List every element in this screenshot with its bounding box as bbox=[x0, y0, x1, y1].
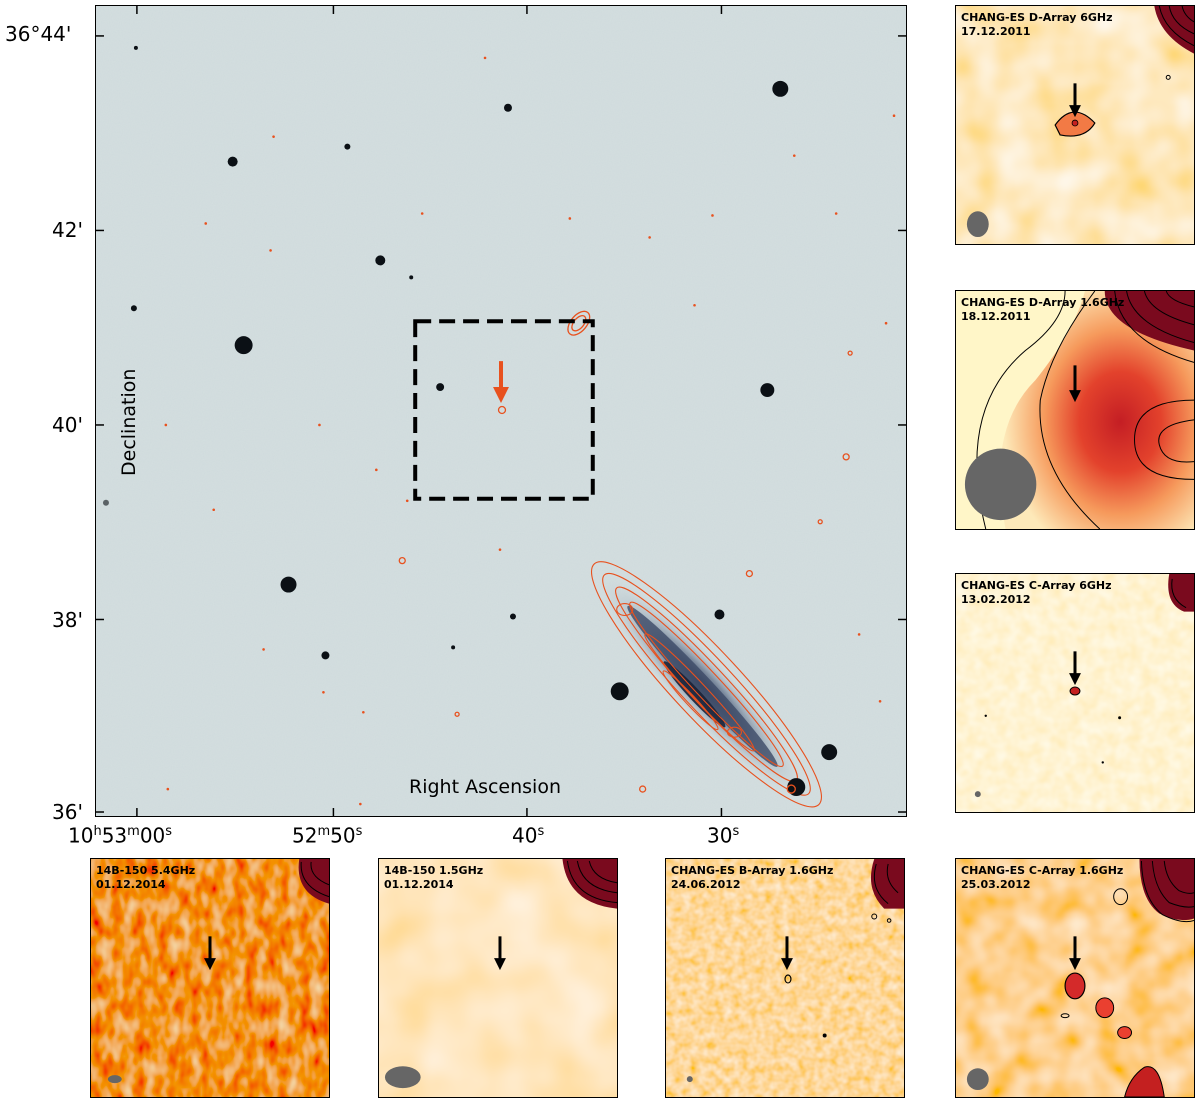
stars bbox=[102, 45, 838, 797]
panel-date: 01.12.2014 bbox=[384, 878, 454, 891]
noise-speckles bbox=[164, 56, 896, 806]
ra-tick-40s: 40s bbox=[512, 823, 545, 848]
y-axis-title: Declination bbox=[118, 368, 140, 476]
sky-noise bbox=[96, 6, 906, 816]
zoom-box bbox=[413, 319, 595, 501]
panel-14b-150-1-5ghz: 14B-150 1.5GHz 01.12.2014 bbox=[378, 858, 618, 1098]
galaxy-radio-contours bbox=[590, 561, 823, 808]
dec-tick-40: 40' bbox=[52, 413, 83, 437]
dec-tick-38: 38' bbox=[52, 608, 83, 632]
axis-ticks bbox=[96, 6, 906, 816]
ra-tick-10h53m00s: 10h53m00s bbox=[68, 823, 173, 848]
dec-tick-36: 36' bbox=[52, 800, 83, 824]
panel-title: CHANG-ES D-Array 6GHz bbox=[961, 11, 1113, 24]
panel-date: 01.12.2014 bbox=[96, 878, 166, 891]
panel-d-array-6ghz: CHANG-ES D-Array 6GHz 17.12.2011 bbox=[955, 5, 1195, 245]
ra-tick-52m50s: 52m50s bbox=[292, 823, 363, 848]
panel-date: 18.12.2011 bbox=[961, 310, 1031, 323]
panel-title: CHANG-ES C-Array 1.6GHz bbox=[961, 864, 1124, 877]
panel-c-array-1-6ghz: CHANG-ES C-Array 1.6GHz 25.03.2012 bbox=[955, 858, 1195, 1098]
optical-image-panel bbox=[95, 5, 907, 817]
panel-title: 14B-150 1.5GHz bbox=[384, 864, 484, 877]
optical-image bbox=[96, 6, 906, 816]
panel-14b-150-5-4ghz: 14B-150 5.4GHz 01.12.2014 bbox=[90, 858, 330, 1098]
panel-date: 25.03.2012 bbox=[961, 878, 1031, 891]
panel-title: CHANG-ES D-Array 1.6GHz bbox=[961, 296, 1125, 309]
panel-date: 13.02.2012 bbox=[961, 593, 1031, 606]
radio-contours bbox=[398, 310, 853, 794]
panel-d-array-1-6ghz: CHANG-ES D-Array 1.6GHz 18.12.2011 bbox=[955, 290, 1195, 530]
panel-title: CHANG-ES C-Array 6GHz bbox=[961, 579, 1112, 592]
panel-title: CHANG-ES B-Array 1.6GHz bbox=[671, 864, 834, 877]
source-arrow bbox=[493, 361, 509, 404]
x-axis-title: Right Ascension bbox=[409, 776, 561, 798]
panel-date: 17.12.2011 bbox=[961, 25, 1031, 38]
panel-date: 24.06.2012 bbox=[671, 878, 741, 891]
panel-title: 14B-150 5.4GHz bbox=[96, 864, 196, 877]
dec-tick-42: 42' bbox=[52, 218, 83, 242]
ra-tick-30s: 30s bbox=[707, 823, 740, 848]
panel-b-array-1-6ghz: CHANG-ES B-Array 1.6GHz 24.06.2012 bbox=[665, 858, 905, 1098]
panel-c-array-6ghz: CHANG-ES C-Array 6GHz 13.02.2012 bbox=[955, 573, 1195, 813]
dec-tick-44: 36°44' bbox=[5, 22, 72, 46]
